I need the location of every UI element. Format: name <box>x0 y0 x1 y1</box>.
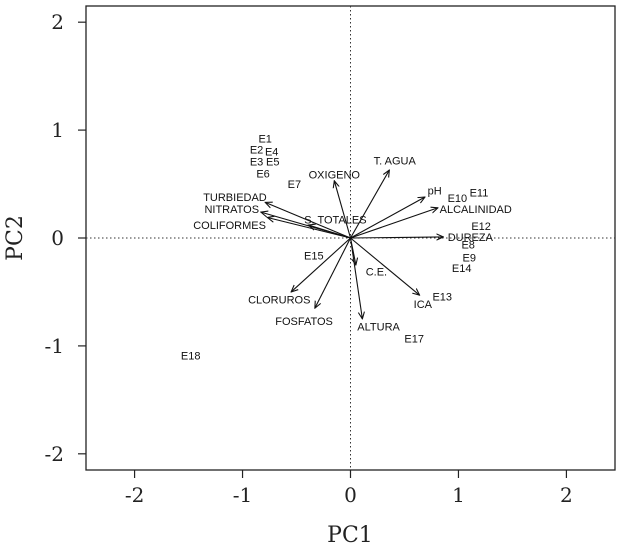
site-label: E14 <box>452 263 472 275</box>
variable-label: OXIGENO <box>309 169 361 181</box>
y-axis-title: PC2 <box>3 215 28 261</box>
x-tick-label: 2 <box>560 483 573 507</box>
variable-arrow <box>350 208 438 239</box>
site-label: E1 <box>258 134 271 146</box>
variable-label: NITRATOS <box>204 204 259 216</box>
site-label: E5 <box>266 156 279 168</box>
variable-arrow <box>350 197 425 239</box>
variable-arrow <box>265 202 351 239</box>
variable-arrow <box>350 237 420 295</box>
variable-labels: OXIGENO T. AGUA pH ALCALINIDAD DUREZA TURBIED… <box>193 155 512 333</box>
x-tick-label: 0 <box>344 483 357 507</box>
y-tick-label: -1 <box>45 334 64 358</box>
x-tick-label: 1 <box>452 483 465 507</box>
variable-label: DUREZA <box>448 232 494 244</box>
site-label: E6 <box>256 168 269 180</box>
x-axis-title: PC1 <box>327 523 373 548</box>
variable-arrow <box>349 237 363 319</box>
variable-label: TURBIEDAD <box>203 192 267 204</box>
site-label: E15 <box>304 250 324 262</box>
variable-label: T. AGUA <box>374 155 417 167</box>
variable-label: pH <box>428 186 442 198</box>
variable-arrow <box>350 237 444 238</box>
variable-label: C.E. <box>366 266 387 278</box>
y-tick-label: -2 <box>45 442 64 466</box>
variable-label: ICA <box>414 299 433 311</box>
variable-arrow <box>291 237 351 292</box>
site-label: E2 <box>250 145 263 157</box>
axis-ticks: -2 -1 0 1 2 -2 -1 0 1 2 <box>45 10 573 507</box>
site-label: E7 <box>288 179 301 191</box>
y-tick-label: 0 <box>51 226 64 250</box>
site-label: E9 <box>463 252 476 264</box>
variable-arrows <box>261 170 443 319</box>
y-tick-label: 1 <box>51 118 64 142</box>
variable-label: COLIFORMES <box>193 220 266 232</box>
variable-label: ALCALINIDAD <box>440 204 512 216</box>
variable-label: FOSFATOS <box>275 316 333 328</box>
variable-arrow <box>334 181 352 239</box>
site-label: E11 <box>470 188 489 200</box>
site-label: E17 <box>404 333 424 345</box>
variable-label: ALTURA <box>357 321 400 333</box>
site-label: E18 <box>181 351 201 363</box>
variable-arrow <box>350 170 390 239</box>
variable-arrow <box>308 225 351 239</box>
site-label: E3 <box>250 156 263 168</box>
site-label: E10 <box>448 193 468 205</box>
site-label: E4 <box>265 147 278 159</box>
variable-label: S. TOTALES <box>304 215 366 227</box>
y-tick-label: 2 <box>51 10 64 34</box>
x-tick-label: -2 <box>125 483 144 507</box>
site-label: E13 <box>432 291 452 303</box>
variable-label: CLORUROS <box>248 295 310 307</box>
variable-arrow <box>315 237 351 308</box>
x-tick-label: -1 <box>233 483 252 507</box>
site-label: E8 <box>461 239 474 251</box>
site-label: E12 <box>471 221 491 233</box>
